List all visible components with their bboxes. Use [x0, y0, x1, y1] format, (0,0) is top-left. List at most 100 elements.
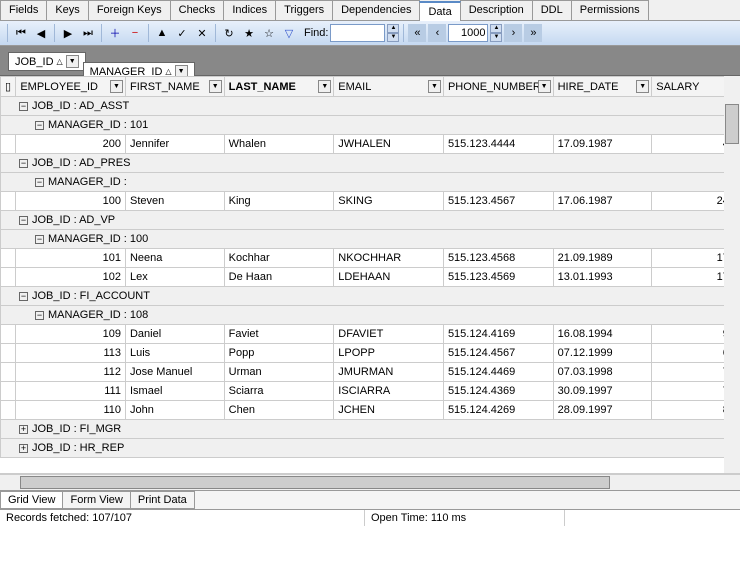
cell-phone_number[interactable]: 515.123.4568 — [443, 249, 553, 268]
column-dropdown-icon[interactable]: ▼ — [636, 80, 649, 93]
find-down-button[interactable]: ▼ — [387, 33, 399, 42]
cell-last_name[interactable]: Chen — [224, 401, 334, 420]
column-dropdown-icon[interactable]: ▼ — [318, 80, 331, 93]
cell-employee_id[interactable]: 113 — [16, 344, 126, 363]
cell-phone_number[interactable]: 515.123.4444 — [443, 135, 553, 154]
table-row[interactable]: 109DanielFavietDFAVIET515.124.416916.08.… — [1, 325, 740, 344]
cell-last_name[interactable]: Popp — [224, 344, 334, 363]
group-row-manager[interactable]: −MANAGER_ID : 101 — [1, 116, 740, 135]
cell-email[interactable]: NKOCHHAR — [334, 249, 444, 268]
cell-employee_id[interactable]: 100 — [16, 192, 126, 211]
delete-record-button[interactable]: − — [126, 24, 144, 42]
collapse-icon[interactable]: − — [19, 292, 28, 301]
cell-email[interactable]: JCHEN — [334, 401, 444, 420]
cell-first_name[interactable]: Ismael — [125, 382, 224, 401]
group-row-job[interactable]: −JOB_ID : AD_PRES — [1, 154, 740, 173]
prev-record-button[interactable]: ◀ — [32, 24, 50, 42]
column-dropdown-icon[interactable]: ▼ — [110, 80, 123, 93]
cell-first_name[interactable]: Daniel — [125, 325, 224, 344]
collapse-icon[interactable]: − — [35, 121, 44, 130]
cell-last_name[interactable]: Faviet — [224, 325, 334, 344]
cell-email[interactable]: SKING — [334, 192, 444, 211]
column-header-last_name[interactable]: LAST_NAME▼ — [224, 77, 334, 97]
group-row-manager[interactable]: −MANAGER_ID : 100 — [1, 230, 740, 249]
cell-first_name[interactable]: Luis — [125, 344, 224, 363]
vertical-scrollbar[interactable] — [724, 76, 740, 473]
tab-fields[interactable]: Fields — [0, 0, 47, 20]
column-dropdown-icon[interactable]: ▼ — [538, 80, 551, 93]
tab-indices[interactable]: Indices — [223, 0, 276, 20]
cell-email[interactable]: JMURMAN — [334, 363, 444, 382]
tab-dependencies[interactable]: Dependencies — [332, 0, 420, 20]
refresh-button[interactable]: ↻ — [220, 24, 238, 42]
cell-email[interactable]: ISCIARRA — [334, 382, 444, 401]
cell-last_name[interactable]: De Haan — [224, 268, 334, 287]
group-row-manager[interactable]: −MANAGER_ID : — [1, 173, 740, 192]
bottom-tab-form-view[interactable]: Form View — [62, 491, 130, 509]
cell-email[interactable]: JWHALEN — [334, 135, 444, 154]
filter-button[interactable]: ▽ — [280, 24, 298, 42]
collapse-icon[interactable]: − — [19, 159, 28, 168]
horizontal-scrollbar[interactable] — [0, 474, 740, 490]
cell-phone_number[interactable]: 515.123.4567 — [443, 192, 553, 211]
bottom-tab-print-data[interactable]: Print Data — [130, 491, 195, 509]
cell-employee_id[interactable]: 109 — [16, 325, 126, 344]
tab-description[interactable]: Description — [460, 0, 533, 20]
group-pill-jobid[interactable]: JOB_ID △ ▼ — [8, 52, 86, 71]
cell-email[interactable]: LDEHAAN — [334, 268, 444, 287]
add-record-button[interactable]: ＋ — [106, 24, 124, 42]
tab-ddl[interactable]: DDL — [532, 0, 572, 20]
tab-permissions[interactable]: Permissions — [571, 0, 649, 20]
cell-first_name[interactable]: Lex — [125, 268, 224, 287]
first-record-button[interactable]: ⏮ — [12, 24, 30, 42]
cell-first_name[interactable]: Neena — [125, 249, 224, 268]
page-next-button[interactable]: › — [504, 24, 522, 42]
cell-employee_id[interactable]: 110 — [16, 401, 126, 420]
column-header-phone_number[interactable]: PHONE_NUMBER▼ — [443, 77, 553, 97]
column-header-email[interactable]: EMAIL▼ — [334, 77, 444, 97]
collapse-icon[interactable]: − — [19, 102, 28, 111]
post-edit-button[interactable]: ✓ — [173, 24, 191, 42]
table-row[interactable]: 102LexDe HaanLDEHAAN515.123.456913.01.19… — [1, 268, 740, 287]
tab-foreign-keys[interactable]: Foreign Keys — [88, 0, 171, 20]
collapse-icon[interactable]: − — [19, 216, 28, 225]
table-row[interactable]: 101NeenaKochharNKOCHHAR515.123.456821.09… — [1, 249, 740, 268]
cell-hire_date[interactable]: 30.09.1997 — [553, 382, 652, 401]
table-row[interactable]: 111IsmaelSciarraISCIARRA515.124.436930.0… — [1, 382, 740, 401]
edit-record-button[interactable]: ▲ — [153, 24, 171, 42]
tab-data[interactable]: Data — [419, 1, 460, 21]
cell-last_name[interactable]: Urman — [224, 363, 334, 382]
tab-keys[interactable]: Keys — [46, 0, 88, 20]
cell-first_name[interactable]: Steven — [125, 192, 224, 211]
cell-employee_id[interactable]: 112 — [16, 363, 126, 382]
cell-email[interactable]: DFAVIET — [334, 325, 444, 344]
scrollbar-thumb[interactable] — [20, 476, 610, 489]
page-up-button[interactable]: ▲ — [490, 24, 502, 33]
cell-hire_date[interactable]: 21.09.1989 — [553, 249, 652, 268]
dropdown-icon[interactable]: ▼ — [66, 55, 79, 68]
collapse-icon[interactable]: − — [35, 178, 44, 187]
cell-first_name[interactable]: John — [125, 401, 224, 420]
page-down-button[interactable]: ▼ — [490, 33, 502, 42]
bookmark-button[interactable]: ★ — [240, 24, 258, 42]
column-dropdown-icon[interactable]: ▼ — [209, 80, 222, 93]
cell-phone_number[interactable]: 515.124.4369 — [443, 382, 553, 401]
column-header-first_name[interactable]: FIRST_NAME▼ — [125, 77, 224, 97]
find-input[interactable] — [330, 24, 385, 42]
cell-hire_date[interactable]: 07.12.1999 — [553, 344, 652, 363]
tab-triggers[interactable]: Triggers — [275, 0, 333, 20]
cell-phone_number[interactable]: 515.124.4269 — [443, 401, 553, 420]
collapse-icon[interactable]: − — [35, 235, 44, 244]
column-header-employee_id[interactable]: EMPLOYEE_ID▼ — [16, 77, 126, 97]
group-row-manager[interactable]: −MANAGER_ID : 108 — [1, 306, 740, 325]
expand-icon[interactable]: + — [19, 444, 28, 453]
cell-hire_date[interactable]: 13.01.1993 — [553, 268, 652, 287]
cell-first_name[interactable]: Jose Manuel — [125, 363, 224, 382]
cell-phone_number[interactable]: 515.123.4569 — [443, 268, 553, 287]
cell-hire_date[interactable]: 16.08.1994 — [553, 325, 652, 344]
scrollbar-thumb[interactable] — [725, 104, 739, 144]
group-row-job[interactable]: +JOB_ID : FI_MGR — [1, 420, 740, 439]
expand-icon[interactable]: + — [19, 425, 28, 434]
find-up-button[interactable]: ▲ — [387, 24, 399, 33]
cell-phone_number[interactable]: 515.124.4567 — [443, 344, 553, 363]
